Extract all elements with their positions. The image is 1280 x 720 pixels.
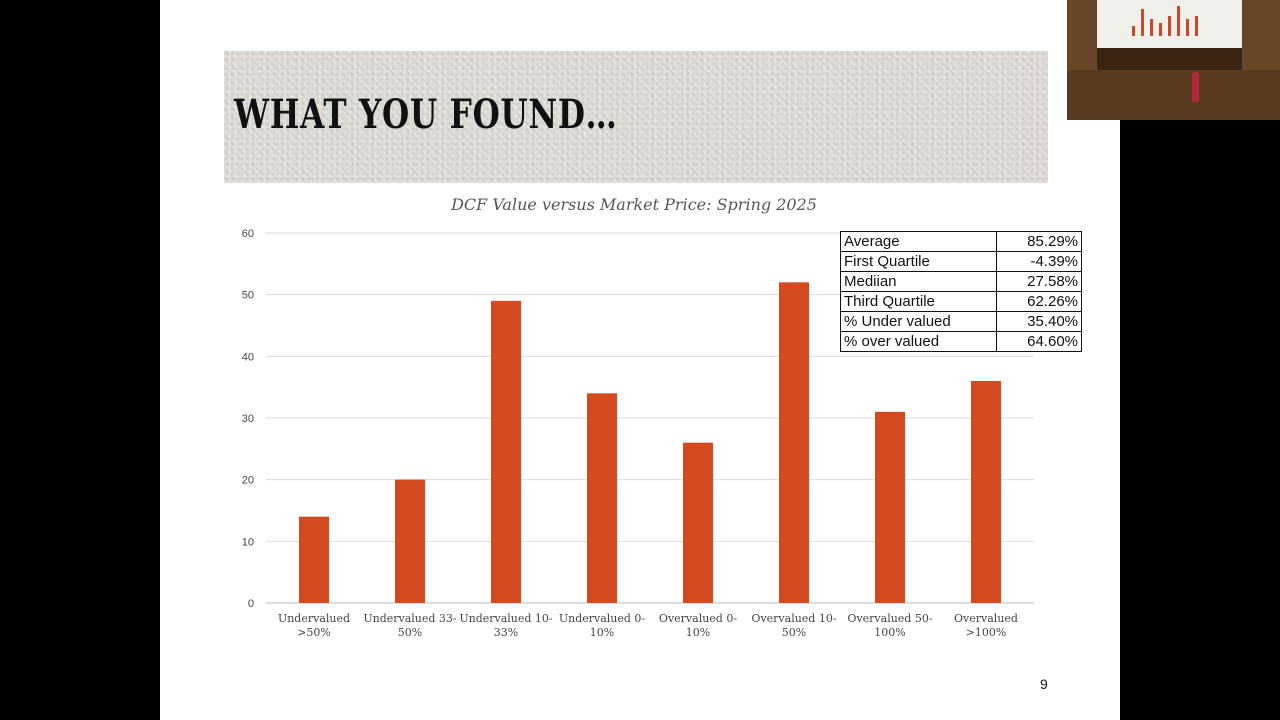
slide: WHAT YOU FOUND… DCF Value versus Market …	[160, 0, 1120, 720]
webcam-stage	[1067, 70, 1280, 120]
stats-row: % over valued 64.60%	[840, 331, 1082, 352]
x-tick-label: Overvalued 0-	[659, 612, 737, 625]
slide-title: WHAT YOU FOUND…	[234, 91, 618, 138]
x-tick-label: 33%	[494, 626, 518, 639]
x-tick-label: Undervalued 0-	[559, 612, 646, 625]
x-tick-label: 50%	[782, 626, 806, 639]
title-banner: WHAT YOU FOUND…	[224, 51, 1048, 183]
stats-row: Average 85.29%	[840, 231, 1082, 252]
stats-row: First Quartile -4.39%	[840, 251, 1082, 272]
stats-value: 35.40%	[996, 311, 1082, 332]
x-tick-label: 10%	[590, 626, 614, 639]
y-tick-label: 20	[242, 475, 254, 487]
x-tick-label: Undervalued 33-	[363, 612, 457, 625]
stats-row: Mediian 27.58%	[840, 271, 1082, 292]
bar	[299, 516, 329, 603]
webcam-screen-bar	[1186, 19, 1189, 36]
webcam-screen-bar	[1132, 26, 1135, 36]
x-tick-label: >100%	[966, 626, 1007, 639]
webcam-screen-bar	[1159, 22, 1162, 36]
x-tick-label: Undervalued	[278, 612, 350, 625]
x-tick-label: Overvalued 10-	[751, 612, 836, 625]
bar	[971, 381, 1001, 603]
x-tick-label: 100%	[874, 626, 905, 639]
stats-label: Mediian	[840, 271, 997, 292]
webcam-screen-bar	[1168, 16, 1171, 36]
x-tick-label: Overvalued	[954, 612, 1018, 625]
bar	[491, 300, 521, 603]
stats-value: -4.39%	[996, 251, 1082, 272]
webcam-projection-screen	[1097, 0, 1242, 48]
y-tick-label: 10	[242, 536, 254, 548]
stats-label: Average	[840, 231, 997, 252]
bar	[683, 442, 713, 603]
x-tick-label: Overvalued 50-	[847, 612, 932, 625]
stats-label: % over valued	[840, 331, 997, 352]
x-tick-label: 10%	[686, 626, 710, 639]
y-tick-label: 0	[248, 598, 254, 610]
stats-value: 27.58%	[996, 271, 1082, 292]
stats-label: Third Quartile	[840, 291, 997, 312]
stats-row: Third Quartile 62.26%	[840, 291, 1082, 312]
stats-value: 62.26%	[996, 291, 1082, 312]
webcam-presenter	[1192, 72, 1199, 102]
bar	[875, 411, 905, 603]
webcam-screen-bar	[1195, 16, 1198, 36]
webcam-screen-bar	[1150, 19, 1153, 36]
stats-label: % Under valued	[840, 311, 997, 332]
stats-row: % Under valued 35.40%	[840, 311, 1082, 332]
page-number: 9	[1040, 676, 1048, 692]
stats-value: 64.60%	[996, 331, 1082, 352]
y-tick-label: 50	[242, 290, 254, 302]
webcam-video-thumbnail[interactable]	[1067, 0, 1280, 120]
y-tick-label: 60	[242, 228, 254, 240]
x-tick-label: 50%	[398, 626, 422, 639]
stats-label: First Quartile	[840, 251, 997, 272]
webcam-screen-bar	[1177, 6, 1180, 36]
chart-title-text: DCF Value versus Market Price: Spring 20…	[451, 195, 817, 214]
summary-stats-table: Average 85.29% First Quartile -4.39% Mediian…	[840, 231, 1082, 352]
y-tick-label: 40	[242, 351, 254, 363]
bar-chart: 0 10 20 30 40 50 60 Undervalued>50% Undervalued…	[242, 228, 1034, 639]
bar	[779, 282, 809, 603]
x-tick-label: >50%	[297, 626, 331, 639]
stats-value: 85.29%	[996, 231, 1082, 252]
webcam-screen-bar	[1141, 9, 1144, 36]
bar	[395, 479, 425, 603]
bar	[587, 393, 617, 603]
x-tick-label: Undervalued 10-	[459, 612, 553, 625]
chart-title: DCF Value versus Market Price: Spring 20…	[160, 195, 1120, 214]
y-tick-label: 30	[242, 413, 254, 425]
